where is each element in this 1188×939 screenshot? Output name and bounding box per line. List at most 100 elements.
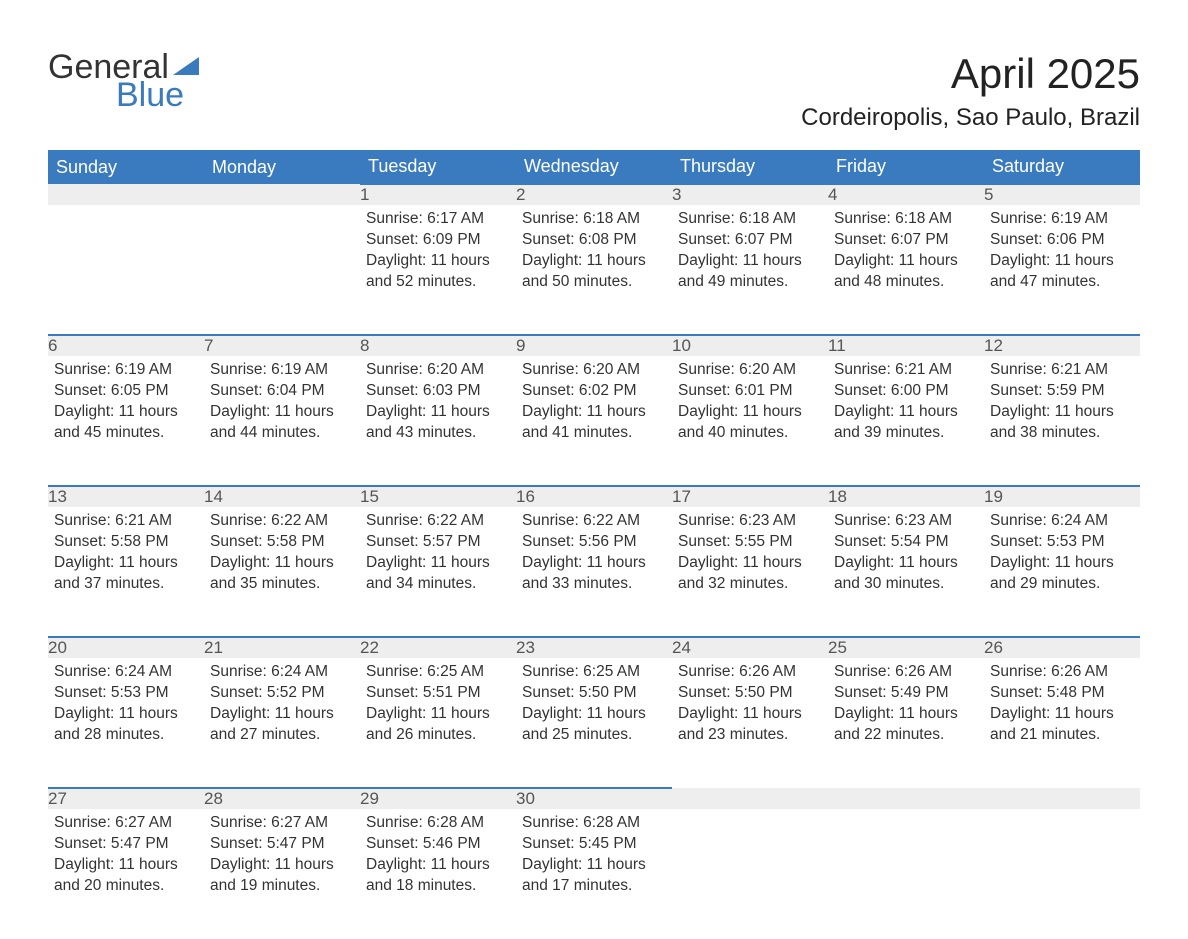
empty-day-number (984, 788, 1140, 809)
day-cell: Sunrise: 6:28 AMSunset: 5:45 PMDaylight:… (516, 809, 672, 939)
daylight-line: and 52 minutes. (366, 272, 510, 293)
month-title: April 2025 (801, 50, 1140, 98)
empty-day-number (48, 184, 204, 205)
daylight-line: and 25 minutes. (522, 725, 666, 746)
daylight-line: and 49 minutes. (678, 272, 822, 293)
sunrise-line: Sunrise: 6:23 AM (834, 511, 978, 532)
day-cell: Sunrise: 6:21 AMSunset: 5:59 PMDaylight:… (984, 356, 1140, 486)
daylight-line: and 45 minutes. (54, 423, 198, 444)
day-body: Sunrise: 6:20 AMSunset: 6:02 PMDaylight:… (516, 356, 672, 444)
daylight-line: Daylight: 11 hours (522, 251, 666, 272)
week-daynum-row: 27282930 (48, 788, 1140, 809)
day-cell: Sunrise: 6:23 AMSunset: 5:55 PMDaylight:… (672, 507, 828, 637)
day-number: 18 (828, 486, 984, 507)
sunrise-line: Sunrise: 6:18 AM (678, 209, 822, 230)
weekday-header: Sunday (48, 150, 204, 184)
week-daynum-row: 12345 (48, 184, 1140, 205)
day-number: 15 (360, 486, 516, 507)
day-cell: Sunrise: 6:22 AMSunset: 5:57 PMDaylight:… (360, 507, 516, 637)
day-cell: Sunrise: 6:18 AMSunset: 6:08 PMDaylight:… (516, 205, 672, 335)
day-body: Sunrise: 6:22 AMSunset: 5:56 PMDaylight:… (516, 507, 672, 595)
daylight-line: Daylight: 11 hours (678, 402, 822, 423)
daylight-line: Daylight: 11 hours (990, 402, 1134, 423)
title-block: April 2025 Cordeiropolis, Sao Paulo, Bra… (801, 50, 1140, 132)
daylight-line: Daylight: 11 hours (834, 251, 978, 272)
sunset-line: Sunset: 5:58 PM (210, 532, 354, 553)
day-number: 19 (984, 486, 1140, 507)
sunrise-line: Sunrise: 6:17 AM (366, 209, 510, 230)
sunset-line: Sunset: 6:07 PM (834, 230, 978, 251)
day-cell: Sunrise: 6:19 AMSunset: 6:05 PMDaylight:… (48, 356, 204, 486)
sunrise-line: Sunrise: 6:24 AM (54, 662, 198, 683)
sunset-line: Sunset: 5:53 PM (54, 683, 198, 704)
day-cell: Sunrise: 6:20 AMSunset: 6:03 PMDaylight:… (360, 356, 516, 486)
sunrise-line: Sunrise: 6:28 AM (522, 813, 666, 834)
sunrise-line: Sunrise: 6:28 AM (366, 813, 510, 834)
day-body: Sunrise: 6:20 AMSunset: 6:01 PMDaylight:… (672, 356, 828, 444)
day-number: 13 (48, 486, 204, 507)
daylight-line: and 30 minutes. (834, 574, 978, 595)
daylight-line: and 38 minutes. (990, 423, 1134, 444)
day-number: 23 (516, 637, 672, 658)
daylight-line: and 50 minutes. (522, 272, 666, 293)
sunset-line: Sunset: 5:53 PM (990, 532, 1134, 553)
empty-day-number (828, 788, 984, 809)
week-body-row: Sunrise: 6:27 AMSunset: 5:47 PMDaylight:… (48, 809, 1140, 939)
weekday-header: Friday (828, 150, 984, 184)
weekday-header: Monday (204, 150, 360, 184)
day-body: Sunrise: 6:24 AMSunset: 5:52 PMDaylight:… (204, 658, 360, 746)
day-number: 10 (672, 335, 828, 356)
daylight-line: and 35 minutes. (210, 574, 354, 595)
day-number: 4 (828, 184, 984, 205)
day-cell: Sunrise: 6:20 AMSunset: 6:01 PMDaylight:… (672, 356, 828, 486)
day-body: Sunrise: 6:19 AMSunset: 6:06 PMDaylight:… (984, 205, 1140, 293)
weekday-header: Saturday (984, 150, 1140, 184)
week-daynum-row: 13141516171819 (48, 486, 1140, 507)
day-body: Sunrise: 6:26 AMSunset: 5:48 PMDaylight:… (984, 658, 1140, 746)
daylight-line: and 37 minutes. (54, 574, 198, 595)
day-body: Sunrise: 6:18 AMSunset: 6:07 PMDaylight:… (828, 205, 984, 293)
daylight-line: Daylight: 11 hours (678, 704, 822, 725)
daylight-line: and 33 minutes. (522, 574, 666, 595)
sunrise-line: Sunrise: 6:23 AM (678, 511, 822, 532)
week-body-row: Sunrise: 6:21 AMSunset: 5:58 PMDaylight:… (48, 507, 1140, 637)
daylight-line: and 18 minutes. (366, 876, 510, 897)
sunrise-line: Sunrise: 6:27 AM (54, 813, 198, 834)
day-body: Sunrise: 6:28 AMSunset: 5:45 PMDaylight:… (516, 809, 672, 897)
sunset-line: Sunset: 6:08 PM (522, 230, 666, 251)
week-daynum-row: 20212223242526 (48, 637, 1140, 658)
day-body: Sunrise: 6:19 AMSunset: 6:04 PMDaylight:… (204, 356, 360, 444)
day-cell: Sunrise: 6:21 AMSunset: 6:00 PMDaylight:… (828, 356, 984, 486)
sunset-line: Sunset: 5:49 PM (834, 683, 978, 704)
sunset-line: Sunset: 5:59 PM (990, 381, 1134, 402)
daylight-line: and 43 minutes. (366, 423, 510, 444)
day-number: 17 (672, 486, 828, 507)
daylight-line: Daylight: 11 hours (834, 553, 978, 574)
day-cell: Sunrise: 6:21 AMSunset: 5:58 PMDaylight:… (48, 507, 204, 637)
day-body: Sunrise: 6:20 AMSunset: 6:03 PMDaylight:… (360, 356, 516, 444)
sunset-line: Sunset: 5:51 PM (366, 683, 510, 704)
sunset-line: Sunset: 6:01 PM (678, 381, 822, 402)
logo: General Blue (48, 50, 199, 112)
day-number: 6 (48, 335, 204, 356)
day-number: 3 (672, 184, 828, 205)
daylight-line: Daylight: 11 hours (54, 704, 198, 725)
daylight-line: and 40 minutes. (678, 423, 822, 444)
day-cell: Sunrise: 6:22 AMSunset: 5:56 PMDaylight:… (516, 507, 672, 637)
sunset-line: Sunset: 5:45 PM (522, 834, 666, 855)
sunrise-line: Sunrise: 6:22 AM (210, 511, 354, 532)
day-body: Sunrise: 6:19 AMSunset: 6:05 PMDaylight:… (48, 356, 204, 444)
sunrise-line: Sunrise: 6:25 AM (522, 662, 666, 683)
sunset-line: Sunset: 5:58 PM (54, 532, 198, 553)
day-number: 26 (984, 637, 1140, 658)
day-number: 30 (516, 788, 672, 809)
day-cell: Sunrise: 6:22 AMSunset: 5:58 PMDaylight:… (204, 507, 360, 637)
sunrise-line: Sunrise: 6:26 AM (678, 662, 822, 683)
daylight-line: and 19 minutes. (210, 876, 354, 897)
daylight-line: Daylight: 11 hours (678, 553, 822, 574)
day-cell: Sunrise: 6:18 AMSunset: 6:07 PMDaylight:… (672, 205, 828, 335)
day-body: Sunrise: 6:28 AMSunset: 5:46 PMDaylight:… (360, 809, 516, 897)
daylight-line: and 34 minutes. (366, 574, 510, 595)
day-number: 20 (48, 637, 204, 658)
day-number: 8 (360, 335, 516, 356)
